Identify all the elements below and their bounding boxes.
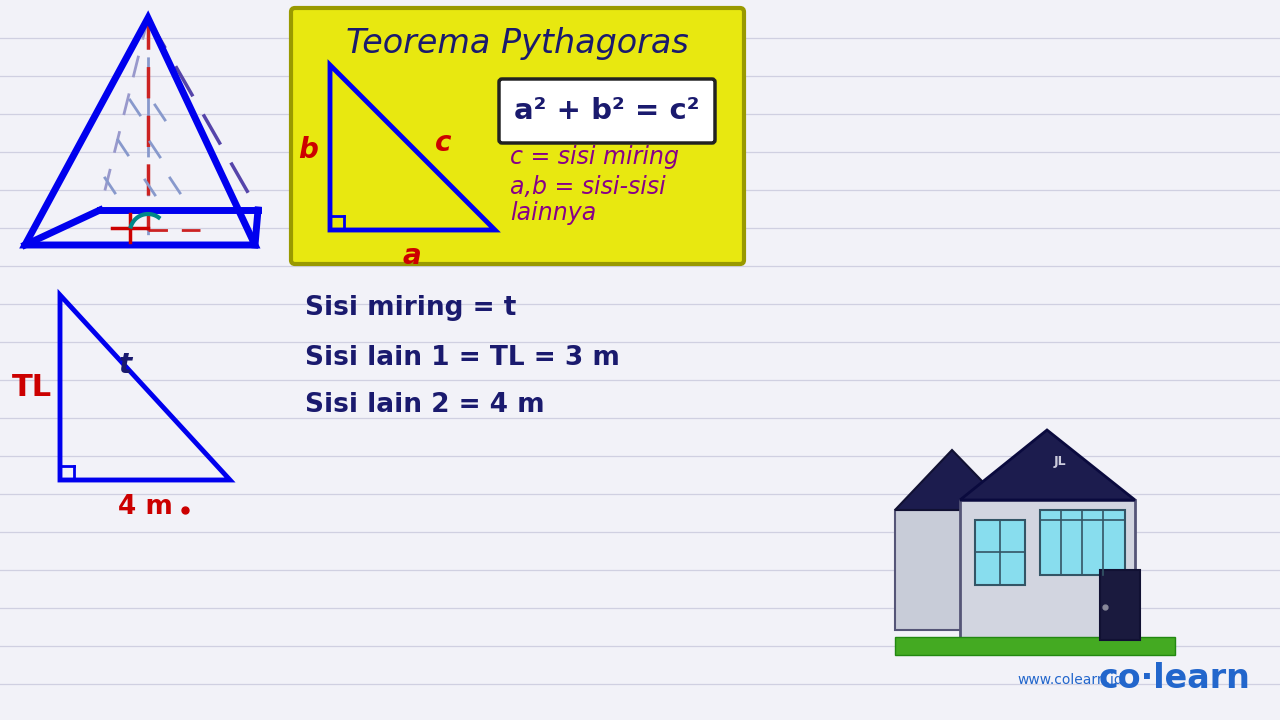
- Text: b: b: [298, 136, 317, 164]
- Bar: [1039, 510, 1125, 575]
- Text: TL: TL: [12, 374, 52, 402]
- Text: Sisi lain 1 = TL = 3 m: Sisi lain 1 = TL = 3 m: [305, 345, 620, 371]
- FancyBboxPatch shape: [291, 8, 744, 264]
- Bar: [960, 500, 1135, 640]
- Text: a: a: [403, 242, 421, 270]
- Text: co·learn: co·learn: [1100, 662, 1251, 695]
- Text: Sisi lain 2 = 4 m: Sisi lain 2 = 4 m: [305, 392, 544, 418]
- Bar: [1100, 570, 1140, 640]
- FancyBboxPatch shape: [499, 79, 716, 143]
- Text: Sisi miring = t: Sisi miring = t: [305, 295, 516, 321]
- Text: Teorema Pythagoras: Teorema Pythagoras: [346, 27, 689, 60]
- Text: www.colearn.id: www.colearn.id: [1018, 673, 1123, 687]
- Bar: [975, 520, 1025, 585]
- Text: a² + b² = c²: a² + b² = c²: [515, 97, 700, 125]
- Polygon shape: [960, 430, 1135, 500]
- Text: c: c: [435, 129, 452, 157]
- Text: t: t: [118, 351, 132, 379]
- Text: c = sisi miring: c = sisi miring: [509, 145, 678, 169]
- Bar: [895, 637, 1175, 655]
- Text: JL: JL: [1053, 456, 1066, 469]
- Bar: [895, 510, 1010, 630]
- Text: a,b = sisi-sisi: a,b = sisi-sisi: [509, 175, 666, 199]
- Text: 4 m: 4 m: [118, 494, 173, 520]
- Polygon shape: [895, 450, 1010, 510]
- Text: lainnya: lainnya: [509, 201, 596, 225]
